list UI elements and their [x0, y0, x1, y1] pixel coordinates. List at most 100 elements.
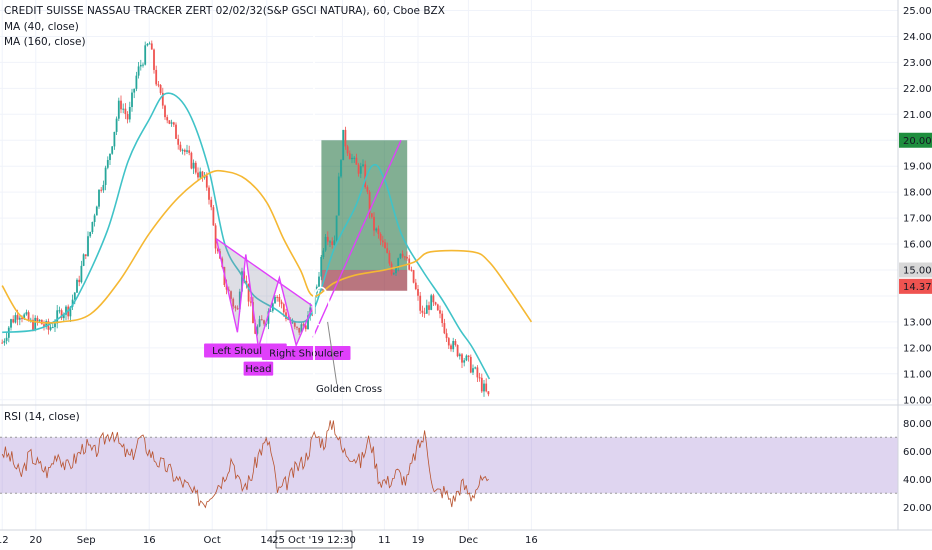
- rsi-tick-label: 80.00: [903, 419, 932, 430]
- candle-body: [159, 85, 162, 93]
- badge-top-text: 20.00: [903, 136, 932, 147]
- candle-body: [357, 164, 360, 174]
- candle-body: [291, 322, 294, 324]
- candle-body: [126, 114, 129, 120]
- candle-body: [302, 324, 305, 326]
- candle-body: [243, 271, 246, 281]
- candle-body: [403, 256, 406, 258]
- candle-body: [430, 295, 433, 310]
- candle-body: [3, 340, 6, 343]
- candle-body: [135, 75, 138, 89]
- candle-body: [406, 256, 408, 259]
- symbol-title: CREDIT SUISSE NASSAU TRACKER ZERT 02/02/…: [4, 5, 445, 17]
- candle-body: [395, 267, 397, 274]
- candle-body: [335, 215, 338, 241]
- price-tick-label: 13.00: [903, 317, 932, 328]
- price-tick-label: 24.00: [903, 32, 932, 43]
- time-tick-label: 19: [412, 535, 425, 546]
- time-tick-label: 14: [260, 535, 273, 546]
- candle-body: [340, 160, 342, 177]
- candle-body: [318, 276, 320, 287]
- candle-body: [179, 144, 182, 151]
- ma160-legend: MA (160, close): [4, 36, 86, 48]
- rsi-tick-label: 40.00: [903, 475, 932, 486]
- candle-body: [278, 296, 281, 302]
- candle-body: [445, 333, 448, 339]
- candle-body: [139, 64, 142, 67]
- candle-body: [355, 157, 358, 165]
- candle-body: [117, 100, 120, 119]
- rsi-band: [0, 437, 898, 494]
- candle-body: [177, 138, 180, 145]
- candle-body: [359, 166, 362, 174]
- candle-body: [366, 187, 369, 192]
- candle-body: [168, 120, 171, 124]
- golden-cross-arrow: [327, 321, 338, 385]
- candle-body: [241, 271, 243, 292]
- candle-body: [34, 317, 37, 331]
- candle-body: [62, 314, 65, 319]
- badge-gray-text: 15.00: [903, 266, 932, 277]
- candle-body: [133, 88, 136, 93]
- candle-body: [21, 317, 23, 320]
- candle-body: [348, 153, 351, 160]
- candle-body: [109, 153, 111, 161]
- time-tick-label: Oct: [204, 535, 221, 546]
- neckline: [215, 238, 314, 307]
- candle-body: [150, 43, 153, 50]
- head-label: Head: [245, 364, 271, 375]
- candle-body: [181, 149, 184, 151]
- candle-body: [276, 296, 279, 298]
- candle-body: [450, 345, 452, 350]
- candle-body: [58, 310, 61, 312]
- candle-body: [344, 129, 347, 147]
- candle-body: [232, 298, 235, 307]
- candle-body: [485, 383, 488, 392]
- candle-body: [12, 319, 15, 323]
- candle-body: [76, 279, 78, 293]
- candle-body: [458, 354, 461, 357]
- candle-body: [172, 122, 175, 125]
- ma40-line: [2, 92, 491, 380]
- candle-body: [208, 187, 210, 200]
- price-tick-label: 25.00: [903, 6, 932, 17]
- candle-body: [441, 313, 444, 324]
- candle-body: [280, 301, 283, 305]
- candle-body: [434, 302, 437, 305]
- crosshair-time-label: 25 Oct '19 12:30: [272, 535, 356, 546]
- candle-body: [188, 150, 191, 153]
- candle-body: [282, 304, 285, 313]
- price-tick-label: 16.00: [903, 240, 932, 251]
- time-tick-label: 16: [143, 535, 156, 546]
- candle-body: [216, 248, 219, 252]
- candle-body: [388, 252, 391, 264]
- candle-body: [373, 216, 375, 231]
- candle-body: [25, 312, 28, 315]
- candle-body: [36, 317, 39, 322]
- candle-body: [148, 43, 151, 45]
- candle-body: [23, 314, 26, 320]
- candle-body: [230, 291, 232, 299]
- golden-cross-label: Golden Cross: [316, 384, 382, 395]
- candle-body: [38, 319, 41, 322]
- candle-body: [186, 150, 188, 152]
- candle-body: [274, 296, 276, 304]
- candle-body: [454, 341, 457, 346]
- candle-body: [392, 273, 395, 275]
- candle-body: [98, 189, 100, 207]
- candle-body: [326, 236, 329, 242]
- candle-body: [14, 315, 17, 323]
- candle-body: [384, 242, 386, 249]
- candle-body: [16, 315, 19, 320]
- right-shoulder-label: Right Shoulder: [269, 349, 344, 360]
- candle-body: [381, 240, 384, 243]
- candle-body: [104, 167, 107, 185]
- candle-body: [423, 312, 426, 314]
- badge-red-text: 14.37: [903, 282, 932, 293]
- pattern-fill: [216, 238, 313, 348]
- candle-body: [329, 241, 331, 243]
- candle-body: [45, 321, 48, 327]
- candle-body: [43, 324, 45, 327]
- candle-body: [201, 171, 204, 178]
